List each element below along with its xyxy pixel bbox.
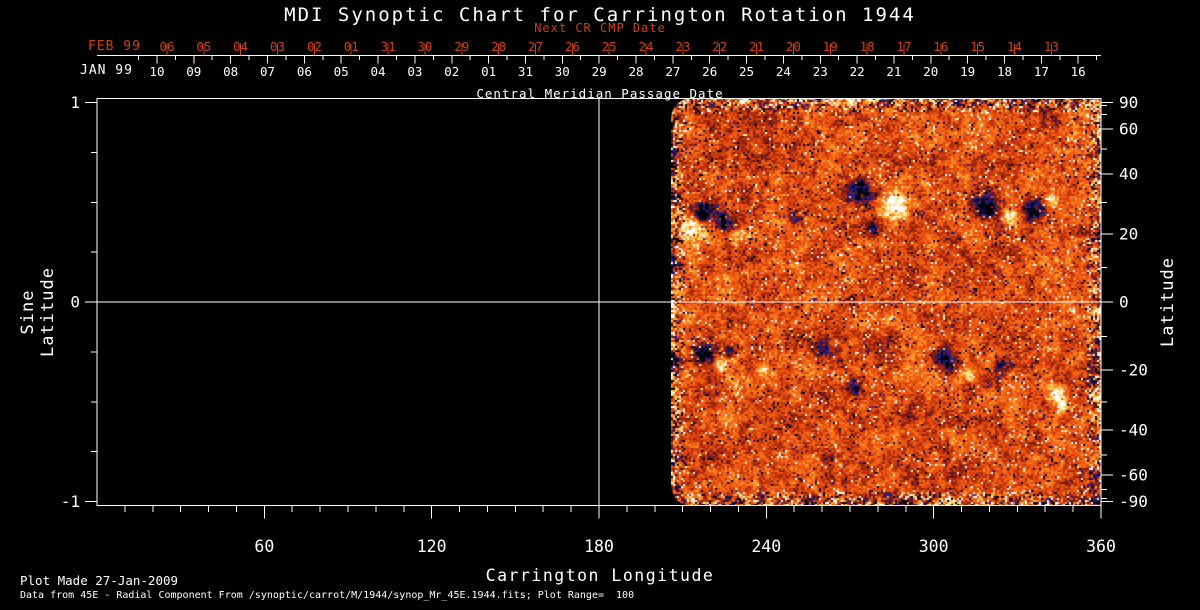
cmp-day-label: 03 xyxy=(407,64,422,79)
cmp-day-label: 30 xyxy=(555,64,570,79)
x-axis-title: Carrington Longitude xyxy=(485,566,715,585)
next-cr-day-label: 17 xyxy=(896,39,911,54)
next-cr-day-label: 28 xyxy=(491,39,506,54)
right-tick-label: 40 xyxy=(1119,164,1138,183)
cmp-day-label: 21 xyxy=(886,64,901,79)
next-cr-day-label: 21 xyxy=(749,39,764,54)
right-tick-label: -60 xyxy=(1119,465,1148,484)
x-tick-label: 240 xyxy=(751,537,781,556)
right-tick-label: -40 xyxy=(1119,421,1148,440)
cmp-day-label: 26 xyxy=(702,64,717,79)
next-cr-day-label: 26 xyxy=(565,39,580,54)
left-tick-label: 1 xyxy=(70,93,80,112)
cmp-day-label: 09 xyxy=(186,64,201,79)
next-cr-day-label: 29 xyxy=(454,39,469,54)
next-cr-day-label: 18 xyxy=(860,39,875,54)
right-tick-label: 20 xyxy=(1119,224,1138,243)
chart-title: MDI Synoptic Chart for Carrington Rotati… xyxy=(284,4,916,26)
next-cr-day-label: 13 xyxy=(1044,39,1059,54)
cmp-day-label: 05 xyxy=(334,64,349,79)
next-cr-day-label: 06 xyxy=(159,39,174,54)
cmp-day-label: 28 xyxy=(628,64,643,79)
cmp-day-label: 20 xyxy=(923,64,938,79)
cmp-day-label: 18 xyxy=(997,64,1012,79)
next-cr-day-label: 24 xyxy=(639,39,654,54)
x-tick-label: 180 xyxy=(584,537,614,556)
cmp-day-label: 19 xyxy=(960,64,975,79)
next-cr-day-label: 30 xyxy=(417,39,432,54)
cmp-day-label: 06 xyxy=(297,64,312,79)
cmp-day-label: 22 xyxy=(850,64,865,79)
cmp-day-label: 04 xyxy=(371,64,386,79)
cmp-day-label: 10 xyxy=(149,64,164,79)
cmp-day-label: 25 xyxy=(739,64,754,79)
next-cr-day-label: 03 xyxy=(270,39,285,54)
cmp-day-label: 07 xyxy=(260,64,275,79)
next-cr-day-label: 19 xyxy=(823,39,838,54)
cmp-day-label: 16 xyxy=(1071,64,1086,79)
x-tick-label: 120 xyxy=(417,537,447,556)
x-tick-label: 60 xyxy=(254,537,274,556)
next-cr-day-label: 05 xyxy=(196,39,211,54)
y-axis-title-left: Sine Latitude xyxy=(18,267,58,357)
right-tick-label: -20 xyxy=(1119,361,1148,380)
next-cr-month-label: FEB 99 xyxy=(88,39,141,54)
cmp-day-label: 23 xyxy=(813,64,828,79)
y-axis-title-right: Latitude xyxy=(1158,257,1178,347)
cmp-day-label: 31 xyxy=(518,64,533,79)
cmp-axis-title: Central Meridian Passage Date xyxy=(476,86,724,101)
right-tick-label: 60 xyxy=(1119,120,1138,139)
next-cr-day-label: 25 xyxy=(602,39,617,54)
x-tick-label: 300 xyxy=(919,537,949,556)
data-source-text: Data from 45E - Radial Component From /s… xyxy=(20,590,635,601)
left-tick-label: 0 xyxy=(70,293,80,312)
x-tick-label: 360 xyxy=(1086,537,1116,556)
next-cr-day-label: 04 xyxy=(233,39,248,54)
cmp-day-label: 17 xyxy=(1034,64,1049,79)
next-cr-day-label: 16 xyxy=(933,39,948,54)
next-cr-day-label: 27 xyxy=(528,39,543,54)
next-cr-day-label: 02 xyxy=(307,39,322,54)
cmp-day-label: 29 xyxy=(592,64,607,79)
cmp-day-label: 02 xyxy=(444,64,459,79)
next-cr-day-label: 20 xyxy=(786,39,801,54)
next-cr-day-label: 23 xyxy=(675,39,690,54)
cmp-day-label: 27 xyxy=(665,64,680,79)
plot-made-date-text: Plot Made 27-Jan-2009 xyxy=(20,573,179,588)
right-tick-label: 0 xyxy=(1119,293,1129,312)
right-tick-label: 90 xyxy=(1119,93,1138,112)
next-cr-day-label: 31 xyxy=(381,39,396,54)
cmp-month-label: JAN 99 xyxy=(80,63,133,78)
left-tick-label: -1 xyxy=(61,492,80,511)
next-cr-day-label: 15 xyxy=(970,39,985,54)
cmp-day-label: 24 xyxy=(776,64,791,79)
next-cr-cmp-date-label: Next CR CMP Date xyxy=(534,21,666,35)
cmp-day-label: 08 xyxy=(223,64,238,79)
next-cr-day-label: 14 xyxy=(1007,39,1022,54)
next-cr-day-label: 22 xyxy=(712,39,727,54)
right-tick-label: -90 xyxy=(1119,492,1148,511)
next-cr-day-label: 01 xyxy=(344,39,359,54)
cmp-day-label: 01 xyxy=(481,64,496,79)
